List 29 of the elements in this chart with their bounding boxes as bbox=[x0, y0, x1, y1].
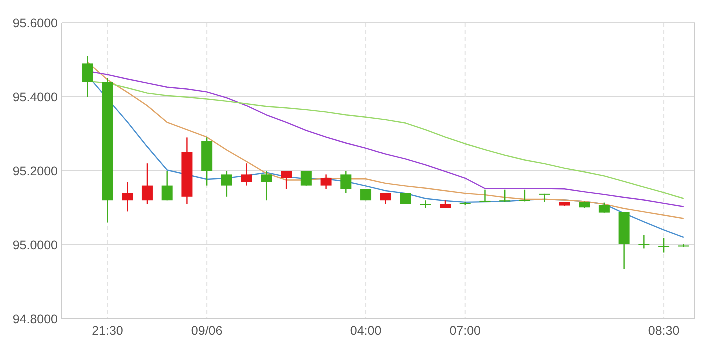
candlestick bbox=[300, 170, 312, 186]
y-tick-label: 95.6000 bbox=[12, 16, 58, 30]
candlestick bbox=[320, 174, 332, 190]
candlestick bbox=[380, 192, 392, 205]
candlestick bbox=[142, 163, 153, 205]
x-tick-label: 09/06 bbox=[191, 324, 223, 338]
candlestick bbox=[400, 192, 412, 205]
x-tick-label: 07:00 bbox=[450, 324, 482, 338]
x-tick-label: 21:30 bbox=[92, 324, 124, 338]
y-tick-label: 95.4000 bbox=[12, 90, 58, 104]
x-tick-label: 04:00 bbox=[350, 324, 382, 338]
candlestick bbox=[261, 170, 272, 202]
candlestick bbox=[480, 189, 491, 203]
candlestick bbox=[500, 189, 511, 203]
y-tick-label: 95.2000 bbox=[12, 164, 58, 178]
candlestick bbox=[539, 193, 550, 203]
candlestick bbox=[122, 182, 134, 212]
candlestick bbox=[281, 170, 292, 190]
candlestick bbox=[638, 234, 650, 250]
y-tick-label: 94.8000 bbox=[12, 312, 58, 326]
candlestick bbox=[241, 163, 252, 186]
candlestick bbox=[82, 56, 94, 98]
candlestick bbox=[598, 202, 610, 214]
candlestick bbox=[162, 170, 173, 202]
candlestick bbox=[658, 237, 670, 254]
y-tick-label: 95.0000 bbox=[12, 238, 58, 252]
candlestick bbox=[221, 170, 232, 198]
candlestick bbox=[340, 170, 352, 194]
x-tick-label: 08:30 bbox=[648, 324, 680, 338]
